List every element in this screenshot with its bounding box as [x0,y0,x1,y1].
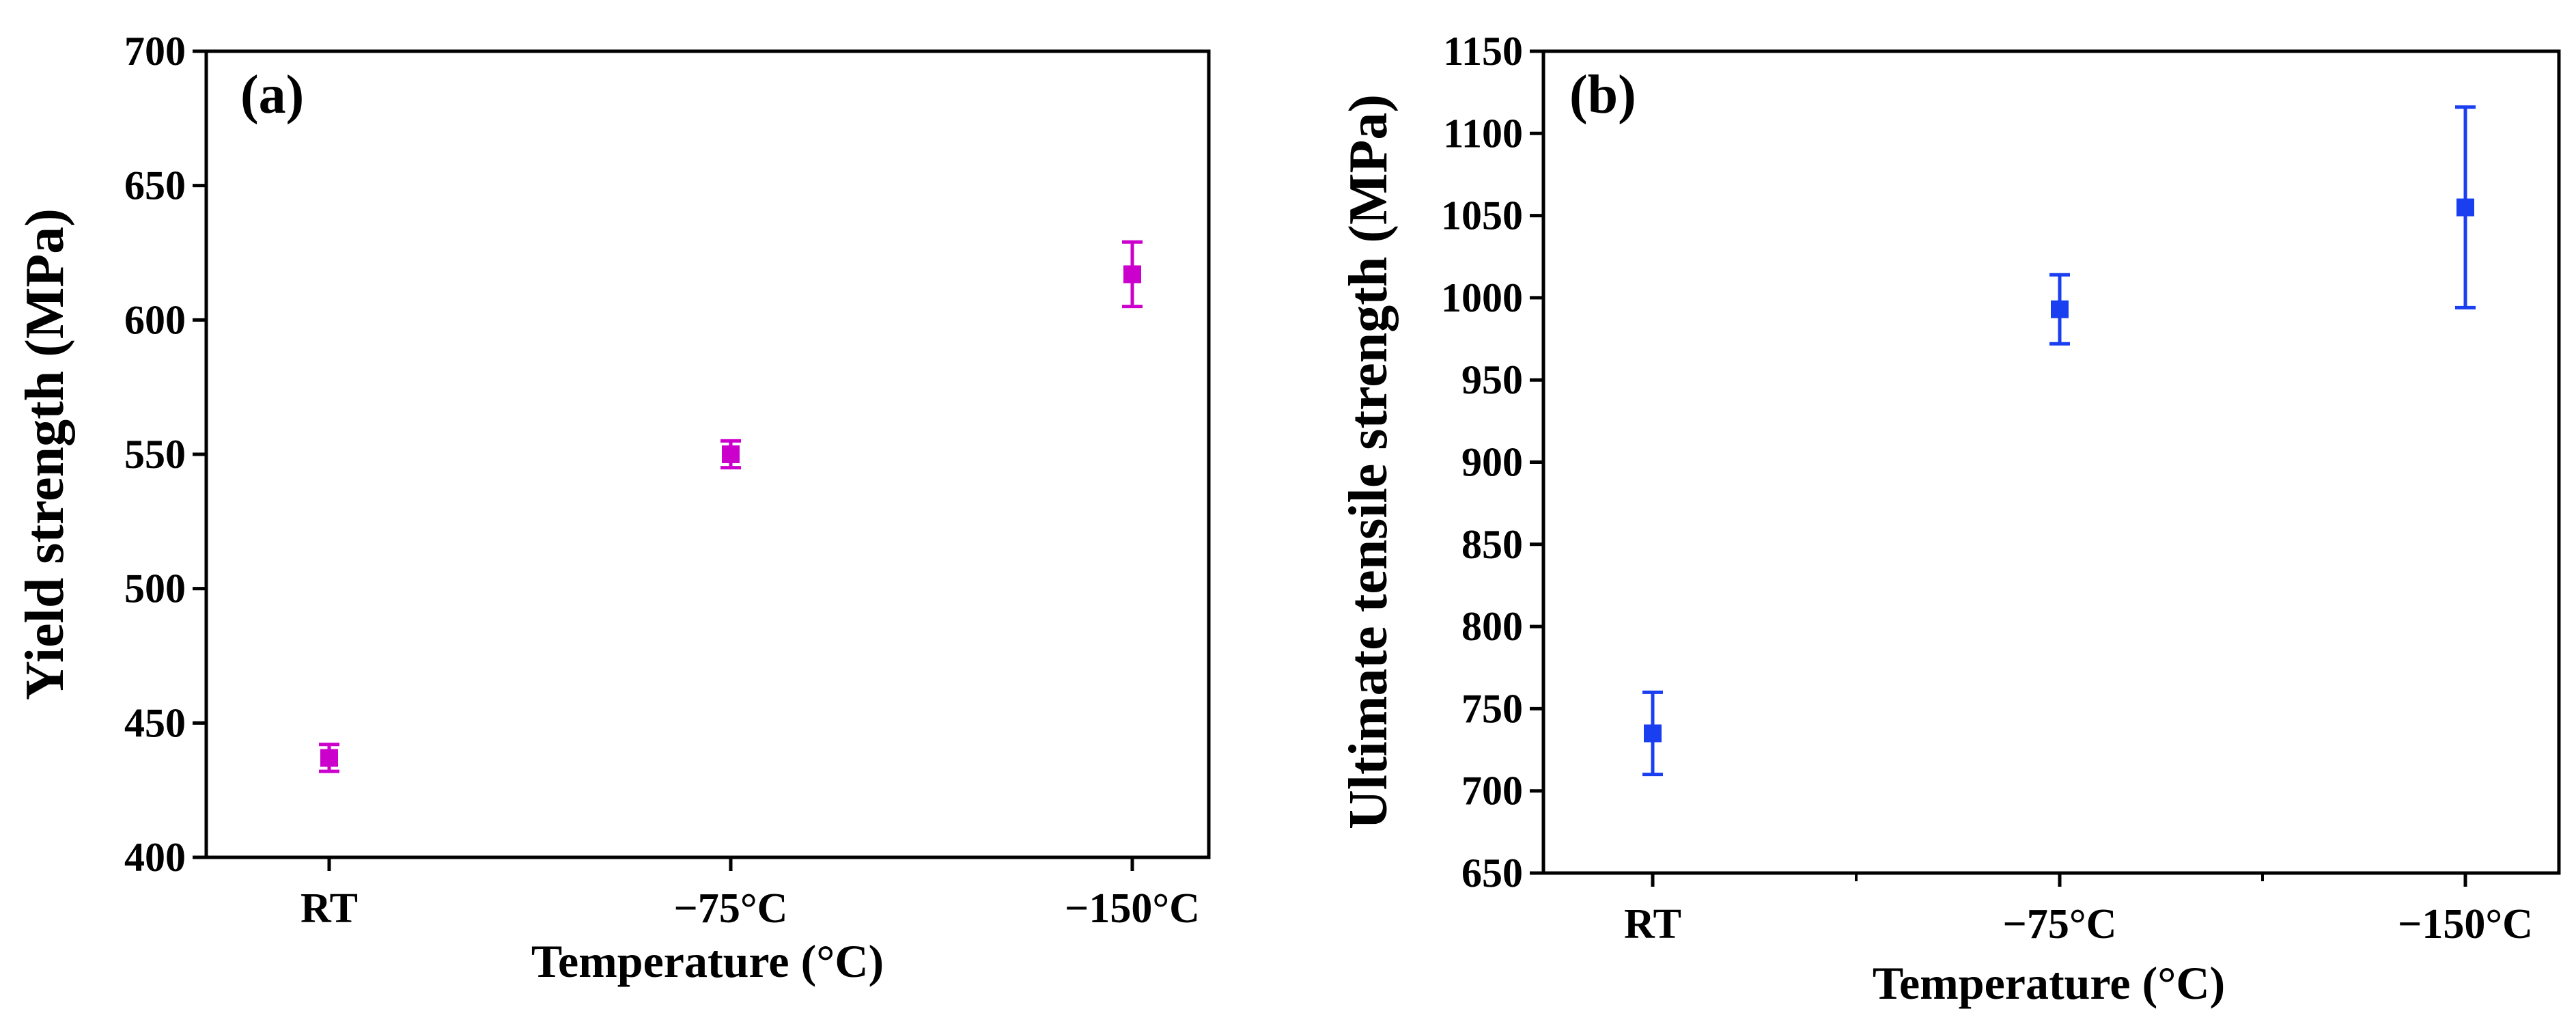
y-tick-label: 1150 [1443,29,1523,74]
y-tick-label: 650 [124,163,186,208]
y-tick-label: 400 [124,835,186,880]
data-point [1644,724,1662,743]
y-tick-label: 700 [1461,769,1523,814]
y-tick-label: 550 [124,432,186,477]
y-tick-label: 700 [124,29,186,74]
chart-panel-b: 650 700 750 800 850 900 950 1000 1050 1100 1150 RT… [1339,29,2561,1009]
y-tick-label: 650 [1461,851,1523,896]
data-point [1123,265,1141,284]
x-tick-label: −150°C [1065,885,1200,932]
y-axis-title: Yield strength (MPa) [15,208,75,700]
y-tick-label: 1050 [1441,193,1523,238]
data-point [320,749,338,767]
y-tick-label: 1000 [1441,275,1523,320]
y-axis-ticks: 650 700 750 800 850 900 950 1000 1050 1100 1150 [1441,29,1543,896]
y-tick-label: 950 [1461,357,1523,402]
data-point [722,445,740,463]
y-tick-label: 600 [124,297,186,342]
plot-frame [204,49,1211,859]
x-axis-ticks: RT −75°C −150°C [1624,873,2533,948]
x-tick-label: −75°C [674,885,788,932]
x-tick-label: RT [300,885,358,932]
panel-label: (b) [1569,65,1636,125]
data-points [319,240,1143,773]
y-tick-label: 500 [124,566,186,611]
y-tick-label: 1100 [1443,111,1523,156]
plot-frame [1541,49,2561,875]
x-tick-label: −75°C [2003,901,2117,948]
x-axis-title: Temperature (°C) [531,935,884,987]
y-tick-label: 450 [124,700,186,745]
x-tick-label: −150°C [2398,901,2533,948]
data-points [1642,105,2476,777]
data-point [2456,198,2474,217]
y-tick-label: 900 [1461,440,1523,485]
y-tick-label: 850 [1461,522,1523,567]
y-tick-label: 750 [1461,686,1523,731]
x-axis-ticks: RT −75°C −150°C [300,857,1200,932]
x-tick-label: RT [1624,901,1681,948]
y-tick-label: 800 [1461,604,1523,649]
data-point [2051,300,2069,318]
x-axis-title: Temperature (°C) [1873,957,2225,1009]
panel-label: (a) [240,65,304,125]
y-axis-ticks: 400 450 500 550 600 650 700 [124,29,206,880]
y-axis-title: Ultimate tensile strength (MPa) [1339,94,1399,829]
